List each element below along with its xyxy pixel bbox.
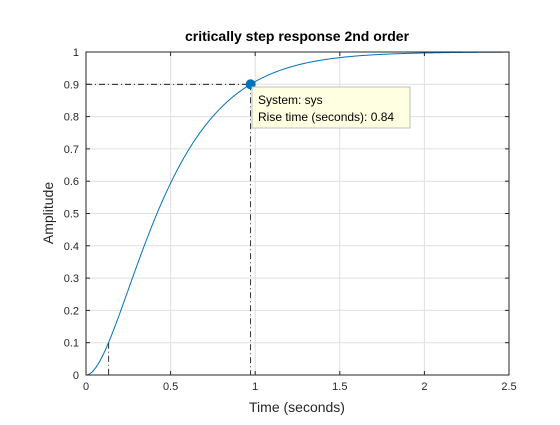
datatip-background — [251, 86, 411, 129]
y-tick-label: 0.1 — [64, 338, 79, 350]
y-tick-label: 0.9 — [64, 79, 79, 91]
y-tick-label: 0.7 — [64, 144, 79, 156]
y-tick-label: 0.3 — [64, 273, 79, 285]
y-axis-label: Amplitude — [40, 182, 56, 244]
axis-ticks — [85, 51, 510, 376]
y-tick-label: 0.2 — [64, 305, 79, 317]
x-tick-label: 0.5 — [163, 381, 178, 393]
y-tick-labels: 0 0.1 0.2 0.3 0.4 0.5 0.6 0.7 0.8 0.9 1 — [64, 47, 79, 382]
x-tick-label: 1.5 — [332, 381, 347, 393]
chart-title: critically step response 2nd order — [185, 28, 410, 44]
datatip-box[interactable]: System: sys Rise time (seconds): 0.84 — [251, 86, 411, 129]
y-tick-label: 0.8 — [64, 112, 79, 124]
y-tick-label: 0 — [73, 370, 79, 382]
y-tick-label: 1 — [73, 47, 79, 59]
rise-time-markers — [86, 83, 252, 375]
x-tick-label: 2.5 — [501, 381, 516, 393]
x-tick-label: 1 — [252, 381, 258, 393]
series-line-step-response — [85, 51, 510, 376]
x-tick-labels: 0 0.5 1 1.5 2 2.5 — [83, 381, 517, 393]
datatip-line-1: System: sys — [258, 93, 323, 107]
y-tick-label: 0.4 — [64, 241, 79, 253]
x-axis-label: Time (seconds) — [249, 399, 345, 415]
x-tick-label: 2 — [421, 381, 427, 393]
y-tick-label: 0.6 — [64, 176, 79, 188]
x-tick-label: 0 — [83, 381, 89, 393]
datatip-line-2: Rise time (seconds): 0.84 — [258, 110, 394, 124]
y-tick-label: 0.5 — [64, 209, 79, 221]
